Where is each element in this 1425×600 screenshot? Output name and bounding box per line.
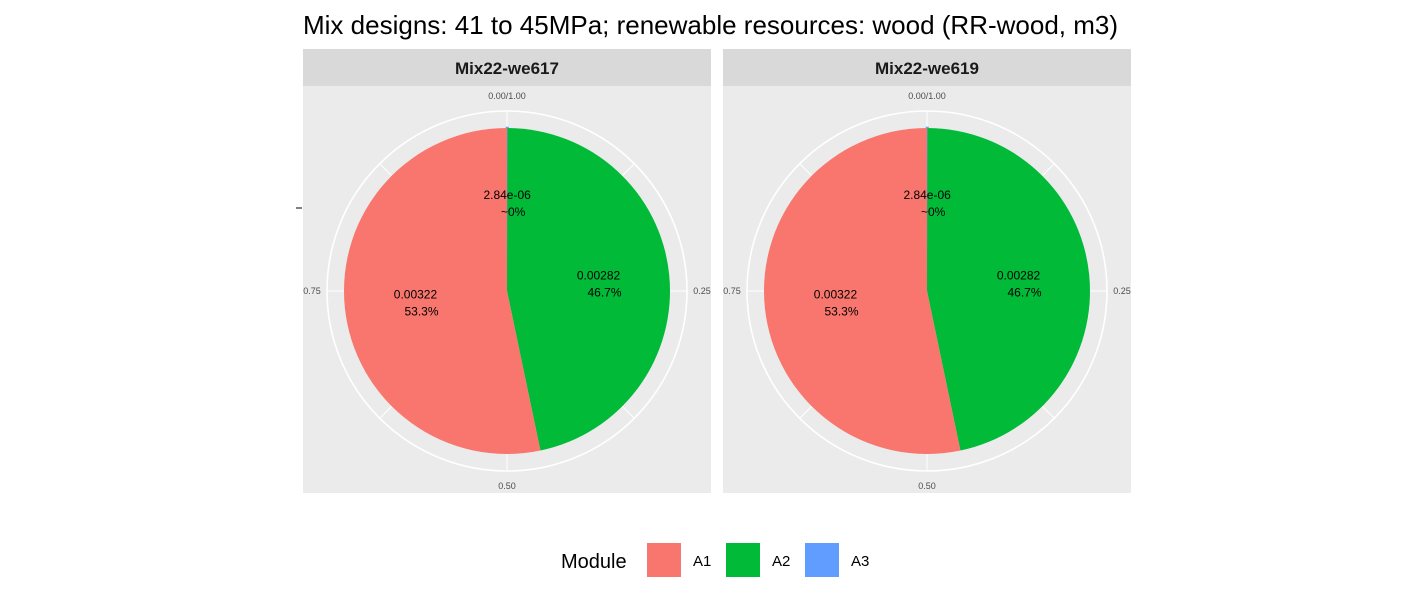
- slice-percent-label: ~0%: [501, 205, 526, 219]
- legend: Module A1 A2 A3: [561, 543, 869, 577]
- theta-tick-label: 0.25: [1113, 286, 1131, 296]
- theta-tick-label: 0.75: [723, 286, 741, 296]
- legend-key-a3: [805, 543, 839, 577]
- facet-strip-label: Mix22-we617: [455, 59, 559, 78]
- theta-tick-label: 0.50: [918, 481, 936, 491]
- legend-label-a1: A1: [693, 553, 711, 570]
- theta-tick-label: 0.00/1.00: [908, 91, 946, 101]
- slice-percent-label: 53.3%: [404, 304, 438, 318]
- legend-key-a1: [647, 543, 681, 577]
- slice-value-label: 2.84e-06: [483, 188, 531, 202]
- slice-value-label: 0.00282: [577, 269, 621, 283]
- slice-value-label: 0.00322: [814, 287, 858, 301]
- theta-tick-label: 0.50: [498, 481, 516, 491]
- slice-value-label: 2.84e-06: [903, 188, 951, 202]
- pie-slice-a2: [507, 128, 670, 451]
- slice-value-label: 0.00322: [394, 287, 438, 301]
- theta-tick-label: 0.00/1.00: [488, 91, 526, 101]
- legend-label-a2: A2: [772, 553, 790, 570]
- pie-slice-a1: [763, 128, 961, 455]
- legend-label-a3: A3: [851, 553, 869, 570]
- facet-panels: Mix22-we617 0.00/1.00 0.25 0.50 0.75 2.84e-06…: [303, 49, 1131, 493]
- legend-key-a2: [726, 543, 760, 577]
- facet-panel: Mix22-we617 0.00/1.00 0.25 0.50 0.75 2.84e-06…: [303, 49, 711, 493]
- facet-panel: Mix22-we619 0.00/1.00 0.25 0.50 0.75 2.84e-06…: [723, 49, 1131, 493]
- theta-tick-label: 0.75: [303, 286, 321, 296]
- pie-slice-a1: [343, 128, 541, 454]
- pie-slice-a2: [927, 128, 1090, 451]
- slice-percent-label: ~0%: [921, 205, 946, 219]
- legend-title: Module: [561, 551, 627, 573]
- facet-strip-label: Mix22-we619: [875, 59, 979, 78]
- facet-strip: [303, 49, 711, 86]
- slice-percent-label: 46.7%: [1008, 286, 1042, 300]
- chart-title: Mix designs: 41 to 45MPa; renewable reso…: [303, 10, 1118, 40]
- slice-percent-label: 53.3%: [824, 304, 858, 318]
- theta-tick-label: 0.25: [693, 286, 711, 296]
- slice-value-label: 0.00282: [997, 269, 1041, 283]
- facet-strip: [723, 49, 1131, 86]
- slice-percent-label: 46.7%: [588, 286, 622, 300]
